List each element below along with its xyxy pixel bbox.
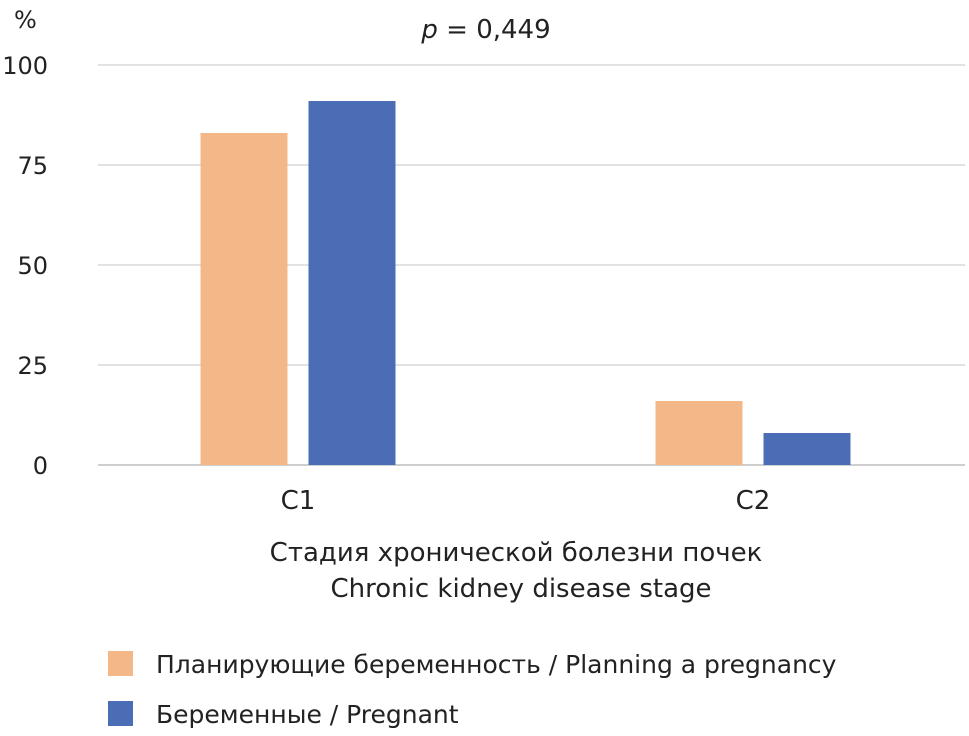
y-tick-label: 100 xyxy=(2,52,48,80)
legend-label: Беременные / Pregnant xyxy=(156,700,459,729)
x-tick-label: C2 xyxy=(736,486,771,516)
x-axis-label-line-2: Chronic kidney disease stage xyxy=(330,574,711,604)
x-axis-label-line-1: Стадия хронической болезни почек xyxy=(270,538,763,568)
chart-title-value: = 0,449 xyxy=(438,15,551,45)
x-tick-label: C1 xyxy=(281,486,316,516)
y-tick-label: 75 xyxy=(17,152,48,180)
legend-label: Планирующие беременность / Planning a pr… xyxy=(156,650,837,679)
y-axis-label: % xyxy=(14,6,37,34)
y-tick-label: 25 xyxy=(17,352,48,380)
bar-c2-series-1 xyxy=(655,401,743,465)
chart-title: p = 0,449 xyxy=(420,15,550,45)
bar-c2-series-2 xyxy=(763,433,851,465)
y-tick-label: 0 xyxy=(33,452,48,480)
y-tick-label: 50 xyxy=(17,252,48,280)
bar-c1-series-1 xyxy=(200,133,288,465)
legend-swatch xyxy=(108,701,133,726)
bar-c1-series-2 xyxy=(308,101,396,465)
chart-title-p: p xyxy=(420,15,438,45)
legend-swatch xyxy=(108,651,133,676)
